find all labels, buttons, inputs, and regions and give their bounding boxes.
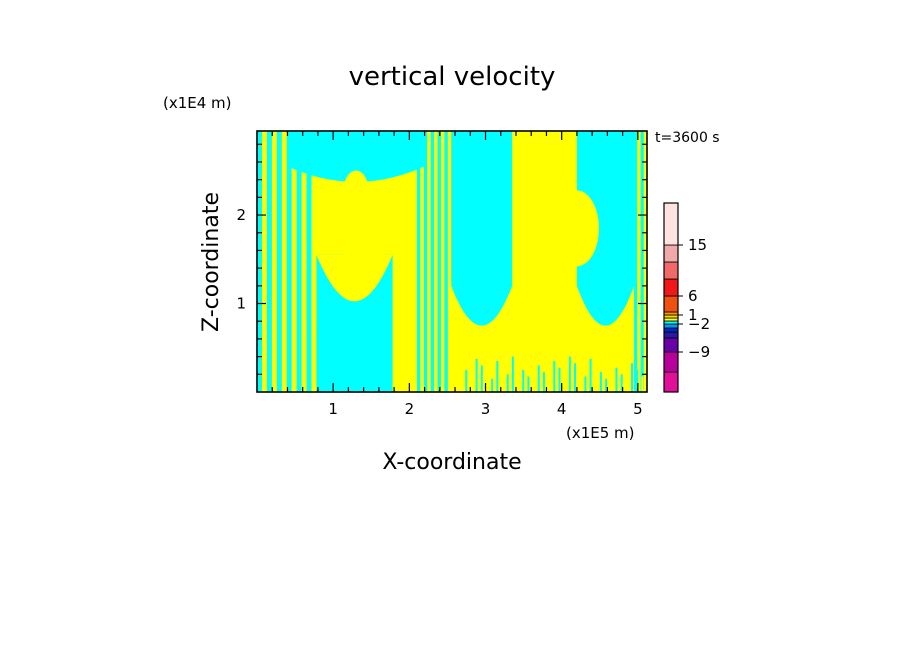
field-positive-lobe [344,170,369,207]
colorbar-swatch [663,323,679,329]
colorbar-swatch [663,320,679,325]
colorbar-frame [663,202,679,393]
field-stripe [444,131,448,392]
field-positive-lobe [554,190,599,267]
colorbar-tick-label: −9 [688,343,710,361]
x-unit-label: (x1E5 m) [566,424,635,442]
plot-frame [256,130,648,393]
colorbar-swatch [663,261,679,280]
field-turbulence [625,356,628,392]
field-turbulence [527,376,530,392]
field-turbulence [558,367,561,392]
field-turbulence [568,356,571,392]
colorbar-swatch [663,351,679,373]
field-turbulence [548,378,551,392]
field-turbulence [542,372,545,392]
chart-title: vertical velocity [349,62,556,92]
field-negative-region [451,131,513,326]
field-stripe [634,131,638,392]
field-positive-lobe [341,203,386,280]
field-turbulence [496,361,499,392]
colorbar-tick-label: −2 [688,315,710,333]
field-stripe [306,131,312,392]
colorbar-tick-label: 15 [688,236,707,254]
time-label: t=3600 s [655,130,720,146]
colorbar-swatch [663,337,679,353]
field-negative-region [316,328,321,392]
field-turbulence [563,374,566,392]
field-turbulence [631,363,634,392]
x-tick-label: 1 [328,400,338,418]
field-negative-region [576,131,635,326]
y-tick-label: 2 [236,206,246,224]
x-tick-label: 3 [481,400,491,418]
field-turbulence [584,376,587,392]
field-turbulence [641,376,644,392]
field-turbulence [465,369,468,392]
field-positive-lobe [534,188,559,225]
velocity-field [257,131,647,392]
field-turbulence [620,374,623,392]
field-turbulence [511,356,514,392]
colorbar-tick-label: 6 [688,287,698,305]
field-turbulence [506,374,509,392]
field-turbulence [553,361,556,392]
colorbar-swatch [663,327,679,333]
field-turbulence [485,372,488,392]
field-turbulence [599,372,602,392]
colorbar-swatch [663,202,679,246]
field-turbulence [522,369,525,392]
colorbar-tick-label: 1 [688,306,698,324]
colorbar-swatch [663,311,679,316]
field-stripe [430,131,435,392]
field-turbulence [605,378,608,392]
x-axis-label: X-coordinate [382,450,521,475]
y-unit-label: (x1E4 m) [163,94,232,112]
field-turbulence [470,376,473,392]
field-turbulence [636,369,639,392]
y-axis: 12 [236,143,647,375]
field-stripe [423,131,428,392]
colorbar-swatch [663,295,679,313]
x-axis: 1 2 3 4 5 [271,131,643,418]
y-axis-label: Z-coordinate [199,192,224,332]
x-tick-label: 4 [557,400,567,418]
x-tick-label: 5 [633,400,643,418]
field-turbulence [589,358,592,392]
colorbar-swatch [663,314,679,319]
field-turbulence [532,358,535,392]
field-turbulence [517,363,520,392]
colorbar-swatch [663,244,679,263]
field-stripe [257,131,262,392]
field-turbulence [475,358,478,392]
field-stripe [437,131,441,392]
field-turbulence [501,367,504,392]
colorbar-swatch [663,331,679,339]
field-stripe [296,131,302,392]
field-turbulence [537,365,540,392]
field-turbulence [610,361,613,392]
field-stripe [276,131,282,392]
field-turbulence [491,378,494,392]
field-turbulence [594,365,597,392]
colorbar: 15 61−2 −9 [663,202,710,393]
colorbar-swatch [663,371,679,393]
x-tick-label: 2 [405,400,415,418]
field-stripe [640,131,644,392]
colorbar-swatch [663,278,679,297]
field-stripe [266,131,272,392]
field-stripe [286,131,292,392]
field-negative-region [287,131,425,182]
field-turbulence [574,363,577,392]
y-tick-label: 1 [236,295,246,313]
field-turbulence [615,367,618,392]
field-turbulence [579,369,582,392]
colorbar-swatch [663,317,679,322]
field-stripe [416,131,421,392]
field-turbulence [480,365,483,392]
